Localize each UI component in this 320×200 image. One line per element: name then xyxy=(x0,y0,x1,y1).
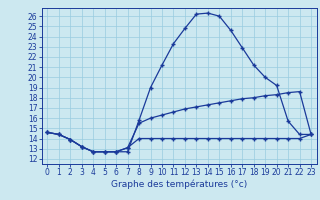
X-axis label: Graphe des températures (°c): Graphe des températures (°c) xyxy=(111,180,247,189)
